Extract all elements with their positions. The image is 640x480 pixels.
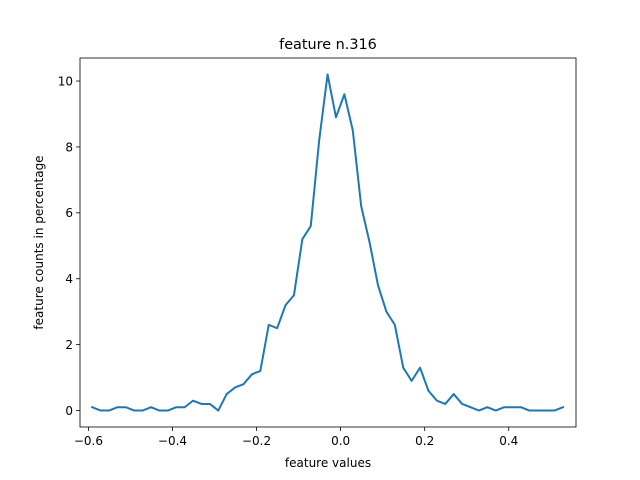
data-point — [411, 380, 413, 382]
data-point — [318, 139, 320, 141]
axes-frame — [79, 57, 577, 428]
data-point — [453, 393, 455, 395]
y-axis-label: feature counts in percentage — [32, 155, 46, 329]
x-tick-label: −0.4 — [158, 434, 187, 448]
y-tick-label: 6 — [65, 206, 73, 220]
data-point — [192, 400, 194, 402]
data-point — [175, 406, 177, 408]
data-point — [242, 383, 245, 385]
data-point — [343, 93, 345, 95]
data-point — [469, 406, 472, 408]
x-axis-ticks: −0.6 −0.4 −0.2 0.0 0.2 0.4 — [74, 427, 518, 448]
x-tick-label: −0.2 — [242, 434, 271, 448]
y-tick-label: 2 — [65, 338, 73, 352]
data-point — [436, 400, 438, 402]
y-tick-label: 10 — [58, 74, 73, 88]
data-point — [419, 367, 421, 369]
data-point — [259, 370, 261, 372]
data-point — [352, 129, 354, 132]
x-tick-label: 0.4 — [499, 434, 518, 448]
data-point — [200, 403, 203, 405]
data-point — [444, 403, 446, 405]
data-point — [503, 406, 505, 408]
chart-title: feature n.316 — [279, 37, 377, 53]
data-point — [100, 409, 102, 412]
x-tick-label: 0.0 — [331, 434, 350, 448]
data-point — [326, 73, 329, 76]
data-point — [310, 225, 312, 227]
data-point — [226, 393, 228, 395]
data-point — [545, 409, 547, 412]
data-point — [537, 409, 539, 412]
data-point — [251, 373, 253, 375]
x-tick-label: 0.2 — [415, 434, 434, 448]
data-point — [184, 406, 186, 408]
data-point — [301, 238, 303, 240]
y-tick-label: 0 — [65, 404, 73, 418]
data-point — [562, 406, 564, 408]
data-point — [158, 409, 161, 412]
data-point — [142, 409, 144, 412]
data-point — [511, 406, 514, 408]
series-line-0 — [90, 73, 565, 412]
data-point — [91, 406, 93, 408]
data-point — [385, 311, 388, 313]
y-tick-label: 4 — [65, 272, 73, 286]
data-point — [133, 409, 135, 412]
data-point — [402, 367, 404, 369]
data-point — [553, 409, 556, 412]
x-axis-label: feature values — [285, 456, 371, 470]
data-point — [486, 406, 488, 408]
data-point — [293, 294, 295, 296]
y-tick-label: 8 — [65, 140, 73, 154]
data-point — [377, 284, 379, 286]
data-point — [125, 406, 127, 408]
y-axis-ticks: 0 2 4 6 8 10 — [58, 74, 80, 418]
series-group — [90, 73, 565, 412]
data-point — [427, 390, 430, 392]
data-point — [284, 304, 287, 306]
data-point — [495, 409, 497, 412]
data-point — [369, 241, 371, 244]
data-point — [116, 406, 119, 408]
data-point — [209, 403, 211, 405]
data-point — [150, 406, 152, 408]
data-point — [217, 409, 219, 412]
data-point — [520, 406, 522, 408]
x-tick-label: −0.6 — [74, 434, 103, 448]
data-point — [234, 386, 236, 389]
data-point — [478, 409, 480, 412]
data-point — [268, 324, 270, 326]
data-point — [108, 409, 110, 412]
data-point — [335, 116, 337, 118]
data-point — [461, 403, 463, 405]
data-point — [394, 324, 396, 326]
data-point — [276, 327, 278, 329]
data-point — [360, 205, 362, 207]
data-point — [167, 409, 169, 412]
data-point — [528, 409, 530, 412]
